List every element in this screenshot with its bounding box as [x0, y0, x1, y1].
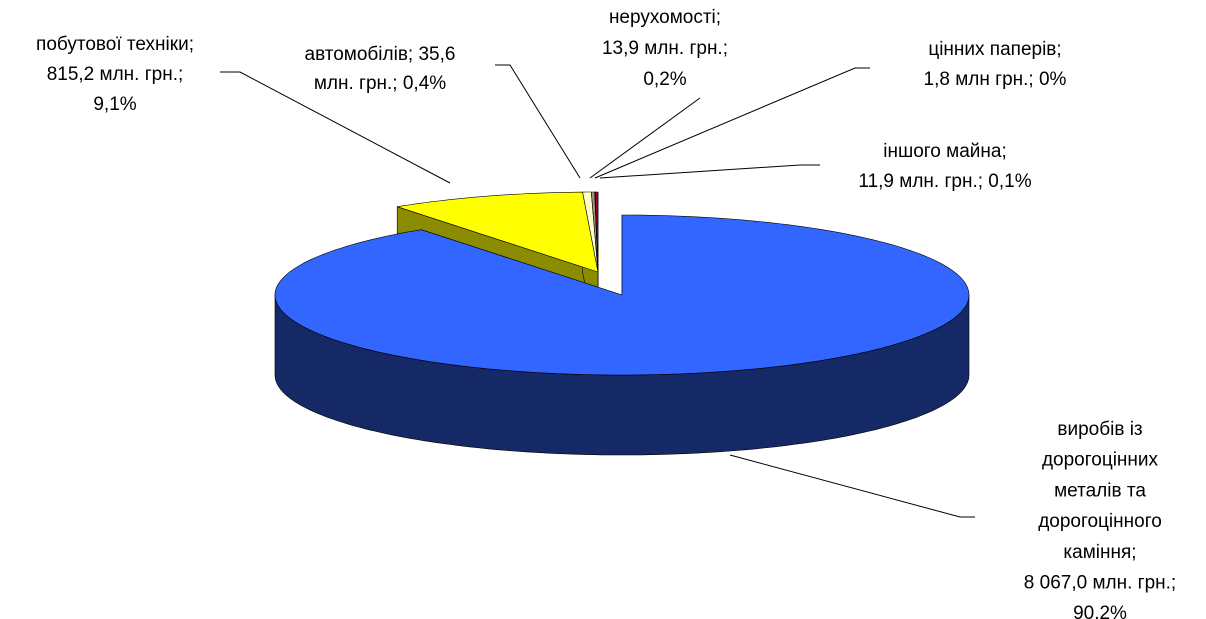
leader-lines	[220, 64, 975, 518]
data-label: 8 067,0 млн. грн.;	[1024, 573, 1176, 594]
data-label: 0,2%	[643, 69, 686, 90]
leader-line	[589, 97, 701, 179]
data-label: 13,9 млн. грн.;	[602, 38, 728, 59]
data-label: 9,1%	[93, 94, 136, 115]
leader-line	[594, 67, 870, 179]
slice-tops	[274, 191, 970, 376]
data-label: 11,9 млн. грн.; 0,1%	[858, 171, 1031, 192]
slice	[397, 191, 599, 273]
data-label: 90,2%	[1073, 603, 1127, 619]
data-label: автомобілів; 35,6	[305, 44, 456, 65]
data-label: іншого майна;	[883, 141, 1006, 162]
data-label: нерухомості;	[609, 7, 721, 28]
leader-line	[599, 164, 820, 179]
leader-line	[495, 64, 581, 179]
data-label: цінних паперів;	[928, 39, 1061, 60]
data-label: металів та	[1054, 480, 1146, 501]
data-label: виробів із	[1057, 419, 1142, 440]
slice	[274, 214, 970, 376]
data-label: дорогоцінного	[1038, 511, 1162, 532]
data-label: 815,2 млн. грн.;	[47, 64, 184, 85]
data-label: каміння;	[1063, 542, 1136, 563]
leader-line	[729, 454, 975, 518]
data-label: дорогоцінних	[1042, 450, 1159, 471]
slice	[594, 191, 599, 273]
data-label: 1,8 млн грн.; 0%	[924, 69, 1067, 90]
data-label: побутової техніки;	[36, 34, 194, 55]
data-label: млн. грн.; 0,4%	[314, 73, 446, 94]
leader-line	[220, 71, 451, 184]
